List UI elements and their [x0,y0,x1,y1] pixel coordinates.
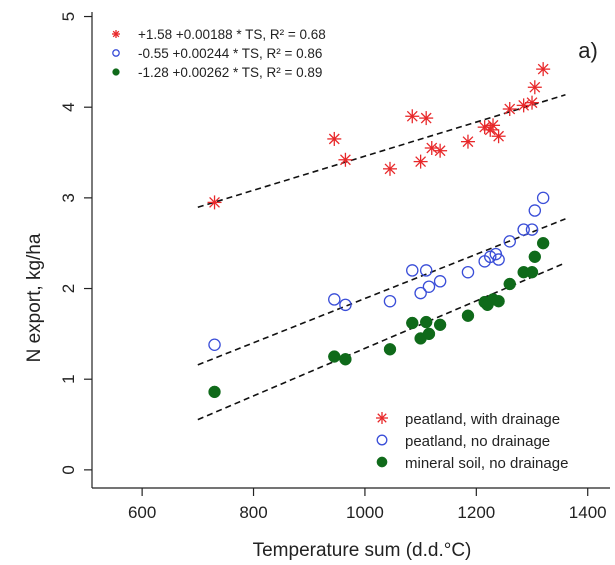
point-s1-13 [486,118,501,133]
point-s2-14 [492,253,505,266]
point-s3-9 [433,318,447,331]
legend-label-3: mineral soil, no drainage [405,455,568,472]
point-s2-10 [461,265,475,279]
point-s1-2 [327,131,342,146]
point-s2-8 [422,280,436,293]
point-s3-4 [383,343,397,356]
point-s2-1 [208,338,221,351]
panel-label: a) [578,38,598,63]
y-axis-label: N export, kg/ha [24,233,45,362]
point-s2-12 [483,250,497,264]
point-s1-6 [413,154,428,169]
y-tick-label-5: 5 [59,12,78,21]
y-tick-label-0: 0 [59,465,78,474]
point-s2-7 [419,264,433,277]
point-s1-17 [525,95,540,110]
equation-text-3: -1.28 +0.00262 * TS, R² = 0.89 [138,65,322,80]
point-s3-2 [328,350,341,363]
legend-marker-1 [376,412,388,424]
point-s1-16 [516,98,531,113]
equation-marker-2 [112,49,120,57]
x-axis-label: Temperature sum (d.d.°C) [253,540,472,561]
point-s1-15 [502,102,517,117]
y-tick-label-3: 3 [59,193,78,202]
point-s1-18 [527,80,542,95]
x-tick-label-1200: 1200 [457,503,495,522]
point-s1-7 [419,111,434,126]
point-s2-3 [339,298,352,312]
x-tick-label-600: 600 [128,503,156,522]
point-s1-10 [460,134,475,149]
x-tick-label-800: 800 [239,503,267,522]
fit-line-2 [197,218,566,366]
legend-label-2: peatland, no drainage [405,433,550,450]
point-s3-17 [525,266,539,279]
point-s3-7 [419,315,433,329]
point-s3-10 [461,309,475,322]
equation-marker-3 [112,68,120,76]
point-s2-6 [414,286,427,300]
fit-lines [197,94,566,421]
point-s3-3 [339,353,352,366]
point-s2-17 [525,223,539,236]
point-s3-19 [536,237,550,250]
point-s3-14 [492,295,505,308]
legend-marker-2 [376,434,388,446]
point-s2-15 [503,235,516,248]
point-s2-18 [528,204,542,217]
y-tick-label-2: 2 [59,284,78,293]
y-tick-label-1: 1 [59,374,78,383]
data-points [207,62,551,399]
fit-line-1 [197,94,566,209]
equation-marker-1 [112,30,120,38]
x-tick-label-1400: 1400 [569,503,607,522]
series-legend: peatland, with drainage peatland, no drai… [376,411,568,472]
point-s2-19 [536,191,550,205]
point-s1-9 [433,143,448,158]
point-s3-1 [208,385,221,399]
legend-label-1: peatland, with drainage [405,411,560,428]
point-s2-16 [517,223,530,236]
point-s2-9 [433,275,447,288]
point-s1-1 [207,195,222,210]
point-s1-14 [491,129,506,144]
point-s3-18 [528,250,542,263]
equation-text-2: -0.55 +0.00244 * TS, R² = 0.86 [138,46,322,61]
legend-marker-3 [376,456,388,468]
point-s1-3 [338,152,353,167]
point-s3-8 [422,327,436,341]
point-s2-4 [383,294,397,308]
point-s1-19 [536,62,551,77]
point-s3-15 [503,277,516,291]
point-s3-5 [406,316,419,330]
point-s1-5 [405,109,420,124]
axes: 600 800 1000 1200 1400 0 1 2 3 4 5 [59,12,610,522]
point-s1-4 [382,161,397,176]
x-tick-label-1000: 1000 [346,503,384,522]
point-s2-2 [328,293,341,306]
equation-legend: +1.58 +0.00188 * TS, R² = 0.68 -0.55 +0.0… [112,27,326,80]
equation-text-1: +1.58 +0.00188 * TS, R² = 0.68 [138,27,326,42]
point-s2-5 [406,264,419,277]
fit-line-3 [197,262,566,421]
y-tick-label-4: 4 [59,102,78,111]
